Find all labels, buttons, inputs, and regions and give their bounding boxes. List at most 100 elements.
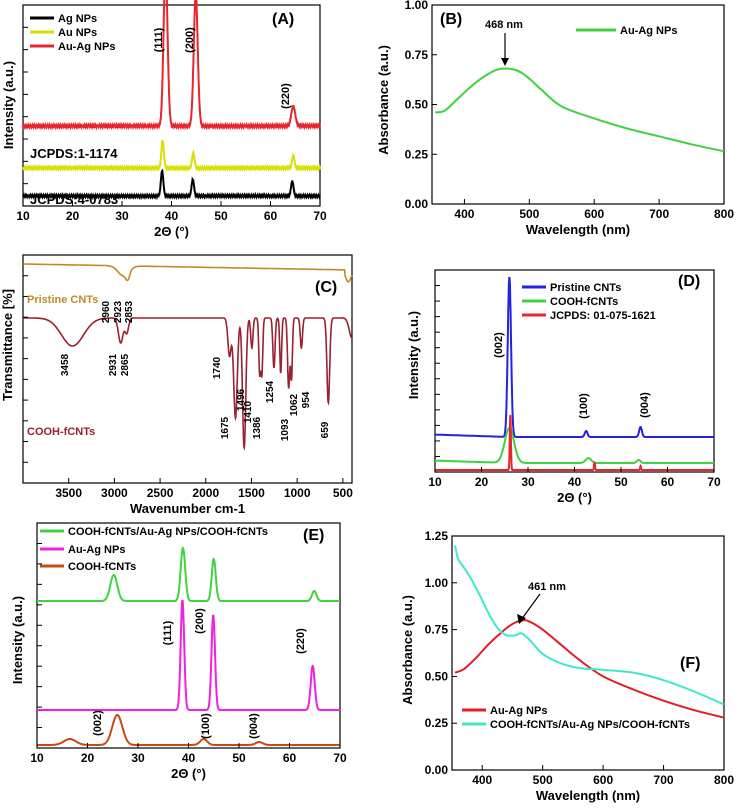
D-peak-label: (002) [493, 332, 505, 358]
E-peak-label: (002) [92, 710, 104, 736]
C-peak-label-top: 2960 [101, 300, 112, 323]
F-frame [451, 535, 725, 771]
A-ylabel: Intensity (a.u.) [1, 61, 16, 149]
E-xtick-label: 60 [283, 751, 297, 765]
F-series-0 [454, 619, 725, 719]
B-xtick-label: 400 [454, 207, 474, 221]
F-xlabel: Wavelength (nm) [536, 788, 640, 803]
B-series-Au-Ag-NPs [435, 67, 725, 153]
C-peak-label: 1675 [220, 416, 231, 439]
C-xtick-label: 2500 [147, 486, 174, 500]
F-annotation-arrow [520, 593, 541, 621]
D-xtick-label: 20 [475, 475, 489, 489]
A-peak-label: (200) [184, 27, 196, 53]
F-legend-label: Au-Ag NPs [490, 705, 547, 717]
C-peak-label: 954 [301, 391, 312, 408]
F-series-1 [454, 545, 725, 706]
F-ylabel: Absorbance (a.u.) [400, 595, 415, 705]
E-xtick-label: 50 [232, 751, 246, 765]
A-legend-label: Au-Ag NPs [58, 41, 115, 53]
A-series-Au-Ag NPs [22, 0, 321, 131]
E-series-auag [37, 599, 340, 711]
D-xtick-label: 30 [521, 475, 535, 489]
E-panel-label: (E) [303, 527, 324, 544]
A-xtick-label: 70 [313, 209, 327, 223]
B-xtick-label: 500 [519, 207, 539, 221]
C-series-pristine [23, 263, 353, 283]
E-peak-label: (200) [194, 608, 206, 634]
E-xlabel: 2Θ (°) [171, 766, 206, 781]
F-xtick-label: 600 [593, 773, 613, 787]
F-xtick-label: 400 [472, 773, 492, 787]
C-peak-label-top: 2853 [124, 300, 135, 323]
E-series-cooh [37, 714, 340, 746]
C-peak-label: 1093 [280, 418, 291, 441]
B-annotation: 468 nm [485, 19, 523, 31]
D-xtick-label: 10 [428, 475, 442, 489]
D-panel-label: (D) [678, 273, 700, 290]
A-legend-label: Au NPs [58, 27, 97, 39]
A-series-Au NPs [22, 138, 321, 173]
A-jcpds-2: JCPDS:4-0783 [30, 192, 118, 207]
C-peak-label: 2865 [120, 353, 131, 376]
C-xtick-label: 1000 [284, 486, 311, 500]
F-ytick-label: 0.25 [425, 716, 449, 730]
B-xtick-label: 600 [584, 207, 604, 221]
A-xtick-label: 30 [115, 209, 129, 223]
E-ylabel: Intensity (a.u.) [10, 596, 25, 684]
E-xtick-label: 70 [333, 751, 347, 765]
F-ytick-label: 0.00 [425, 763, 449, 777]
F-ytick-label: 1.00 [425, 576, 449, 590]
A-legend-label: Ag NPs [58, 13, 97, 25]
E-peak-label: (220) [295, 628, 307, 654]
B-xtick-label: 800 [714, 207, 734, 221]
D-xtick-label: 50 [614, 475, 628, 489]
D-legend-label: Pristine CNTs [550, 282, 621, 294]
B-ytick-label: 0.75 [405, 48, 429, 62]
C-frame [22, 254, 353, 484]
F-legend-label: COOH-fCNTs/Au-Ag NPs/COOH-fCNTs [490, 719, 690, 731]
C-peak-label: 1496 [236, 388, 247, 411]
F-ytick-label: 0.50 [425, 669, 449, 683]
B-xtick-label: 700 [649, 207, 669, 221]
B-xlabel: Wavelength (nm) [526, 222, 630, 237]
C-xtick-label: 2000 [192, 486, 219, 500]
B-ytick-label: 0.00 [405, 197, 429, 211]
C-panel-label: (C) [315, 279, 337, 296]
F-ytick-label: 0.75 [425, 623, 449, 637]
B-ytick-label: 1.00 [405, 0, 429, 12]
A-series-Ag NPs [22, 168, 321, 201]
E-xtick-label: 40 [182, 751, 196, 765]
D-legend-label: COOH-fCNTs [550, 296, 618, 308]
B-annotation-arrowhead [501, 58, 509, 66]
E-series-composite [37, 546, 340, 602]
D-ylabel: Intensity (a.u.) [406, 311, 421, 399]
F-annotation-arrowhead [517, 614, 526, 624]
C-peak-label: 1062 [289, 393, 300, 416]
A-peak-label: (220) [280, 83, 292, 109]
D-xlabel: 2Θ (°) [557, 490, 592, 505]
E-xtick-label: 10 [30, 751, 44, 765]
F-annotation: 461 nm [528, 581, 566, 593]
C-peak-label: 2931 [108, 353, 119, 376]
D-xtick-label: 70 [707, 475, 721, 489]
D-peak-label: (100) [578, 393, 590, 419]
D-xtick-label: 60 [661, 475, 675, 489]
C-xtick-label: 500 [333, 486, 353, 500]
B-legend-label: Au-Ag NPs [620, 25, 677, 37]
C-legend-cooh: COOH-fCNTs [27, 426, 95, 438]
C-peak-label: 1740 [212, 356, 223, 379]
F-xtick-label: 700 [654, 773, 674, 787]
A-xtick-label: 40 [165, 209, 179, 223]
A-panel-label: (A) [272, 11, 294, 28]
E-peak-label: (100) [200, 713, 212, 739]
F-ytick-label: 1.25 [425, 529, 449, 543]
C-peak-label-top: 2923 [113, 300, 124, 323]
C-xtick-label: 3000 [101, 486, 128, 500]
D-series-cooh [435, 427, 714, 464]
D-series-pristine [435, 276, 714, 438]
A-xtick-label: 10 [16, 209, 30, 223]
D-legend-label: JCPDS: 01-075-1621 [550, 310, 656, 322]
C-peak-label: 659 [320, 421, 331, 438]
